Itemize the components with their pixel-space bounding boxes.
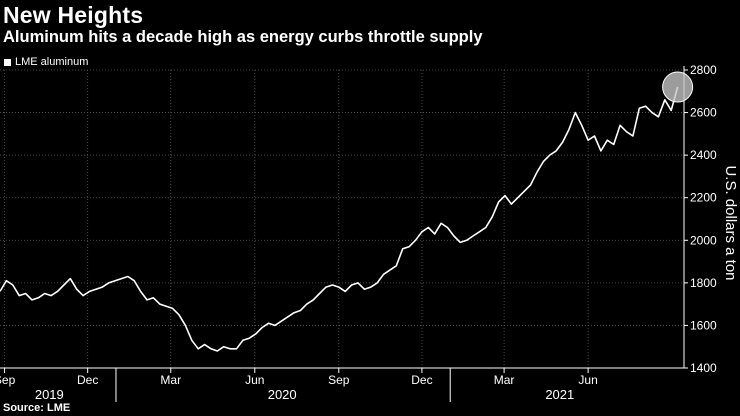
x-tick-label: Sep (0, 373, 16, 387)
highlight-marker (662, 71, 694, 103)
x-axis: Sep Dec Mar Jun Sep Dec Mar Jun 2019 2020 2021 (0, 367, 684, 402)
y-tick-label: 2000 (690, 233, 717, 247)
year-label: 2020 (268, 387, 297, 402)
legend: LME aluminum (4, 56, 88, 68)
source-note: Source: LME (3, 402, 71, 414)
plot-area (0, 71, 694, 352)
x-tick-label: Sep (328, 373, 350, 387)
series-line-lme-aluminum (0, 86, 679, 352)
x-tick-label: Dec (77, 373, 98, 387)
y-axis-label: U.S. dollars a ton (722, 165, 739, 280)
x-tick-label: Jun (245, 373, 264, 387)
x-tick-label: Mar (160, 373, 181, 387)
x-tick-label: Jun (578, 373, 597, 387)
x-tick-label: Mar (494, 373, 515, 387)
y-tick-label: 2400 (690, 148, 717, 162)
y-tick-label: 2200 (690, 191, 717, 205)
legend-label: LME aluminum (15, 56, 89, 68)
chart-title: New Heights (3, 2, 144, 28)
y-tick-label: 1600 (690, 318, 717, 332)
y-tick-label: 1400 (690, 361, 717, 375)
legend-swatch (4, 58, 11, 66)
year-label: 2021 (545, 387, 574, 402)
y-tick-label: 2800 (690, 63, 717, 77)
y-axis: 1400 1600 1800 2000 2200 2400 2600 2800 (683, 63, 717, 375)
y-tick-label: 2600 (690, 106, 717, 120)
chart-subtitle: Aluminum hits a decade high as energy cu… (3, 28, 483, 46)
x-tick-label: Dec (411, 373, 432, 387)
y-tick-label: 1800 (690, 276, 717, 290)
gridlines (0, 69, 684, 369)
year-label: 2019 (35, 387, 64, 402)
